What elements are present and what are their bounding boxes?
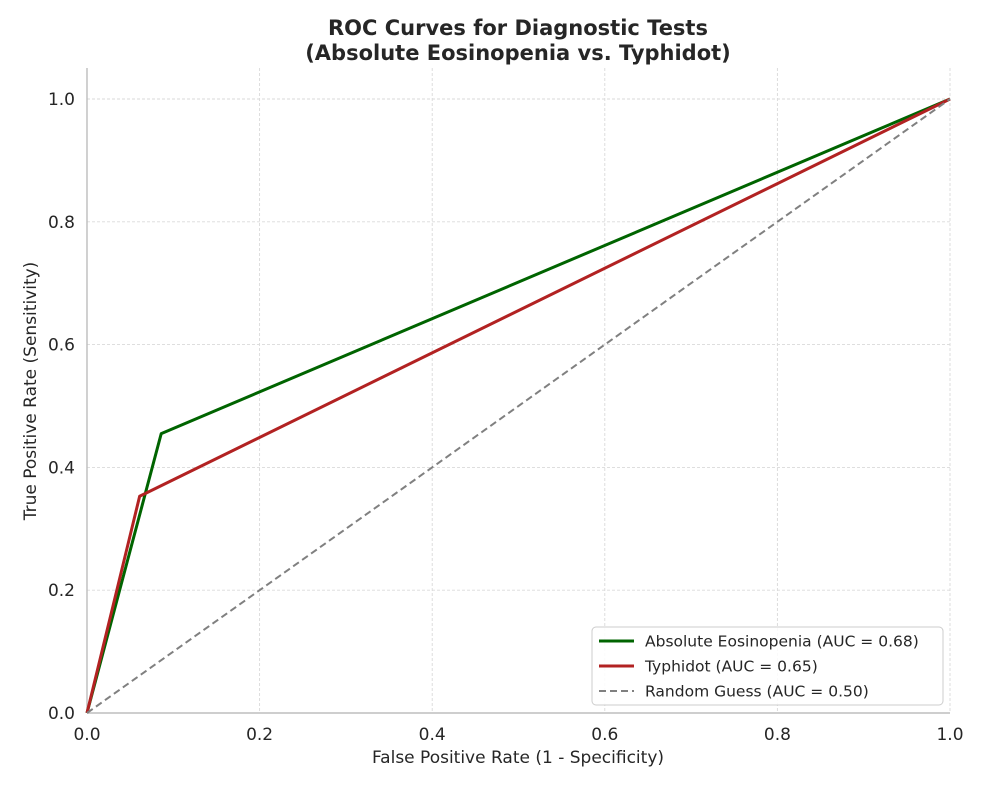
legend-label-1: Typhidot (AUC = 0.65) — [644, 658, 818, 676]
x-tick-label-1: 0.2 — [246, 725, 273, 745]
y-tick-label-5: 1.0 — [48, 90, 75, 110]
chart-title-line-2: (Absolute Eosinopenia vs. Typhidot) — [305, 41, 731, 65]
y-tick-label-1: 0.2 — [48, 581, 75, 601]
y-tick-label-0: 0.0 — [48, 704, 75, 724]
y-axis-label: True Positive Rate (Sensitivity) — [21, 262, 41, 522]
series-line-1 — [85, 97, 951, 714]
legend-label-2: Random Guess (AUC = 0.50) — [645, 683, 869, 701]
series-line-2 — [86, 98, 951, 714]
tick-labels: 0.0 0.2 0.4 0.6 0.8 1.0 0.0 0.2 0.4 0.6 0.8 1.0 — [48, 90, 964, 745]
y-tick-label-2: 0.4 — [48, 458, 75, 478]
chart-title-line-1: ROC Curves for Diagnostic Tests — [328, 16, 708, 40]
y-tick-label-3: 0.6 — [48, 336, 75, 356]
x-tick-label-4: 0.8 — [764, 725, 791, 745]
series-lines — [85, 97, 951, 714]
legend: Absolute Eosinopenia (AUC = 0.68) Typhido… — [591, 626, 944, 706]
y-tick-label-4: 0.8 — [48, 213, 75, 233]
legend-box — [591, 626, 944, 706]
x-tick-label-3: 0.6 — [591, 725, 618, 745]
x-tick-label-5: 1.0 — [936, 725, 963, 745]
x-tick-label-2: 0.4 — [419, 725, 446, 745]
legend-label-0: Absolute Eosinopenia (AUC = 0.68) — [645, 633, 919, 651]
x-tick-label-0: 0.0 — [73, 725, 100, 745]
chart-title: ROC Curves for Diagnostic Tests (Absolut… — [305, 16, 731, 65]
axes — [86, 68, 950, 714]
x-axis-label: False Positive Rate (1 - Specificity) — [372, 748, 664, 768]
series-line-0 — [85, 97, 951, 714]
grid — [86, 68, 951, 714]
